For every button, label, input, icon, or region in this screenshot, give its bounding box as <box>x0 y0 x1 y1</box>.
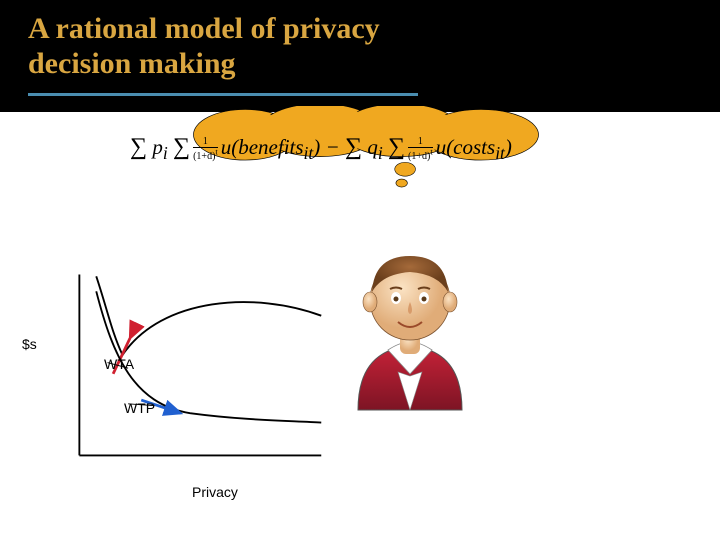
wta-curve <box>96 276 321 355</box>
thought-bubble-small <box>396 179 408 187</box>
slide-title: A rational model of privacydecision maki… <box>28 12 692 81</box>
wtp-label: WTP <box>124 400 155 416</box>
slide-header: A rational model of privacydecision maki… <box>0 0 720 89</box>
chart-x-label: Privacy <box>192 484 238 500</box>
utility-formula: ∑ pi ∑1(1+d)tu(benefitsit) − ∑ qi ∑1(1+d… <box>130 134 512 164</box>
wta-label: WTA <box>104 356 134 372</box>
thought-bubble-large <box>395 162 416 176</box>
chart-y-label: $s <box>22 336 37 352</box>
title-underline <box>28 93 418 96</box>
person-avatar-icon <box>340 242 480 412</box>
wta-wtp-chart <box>40 256 340 486</box>
